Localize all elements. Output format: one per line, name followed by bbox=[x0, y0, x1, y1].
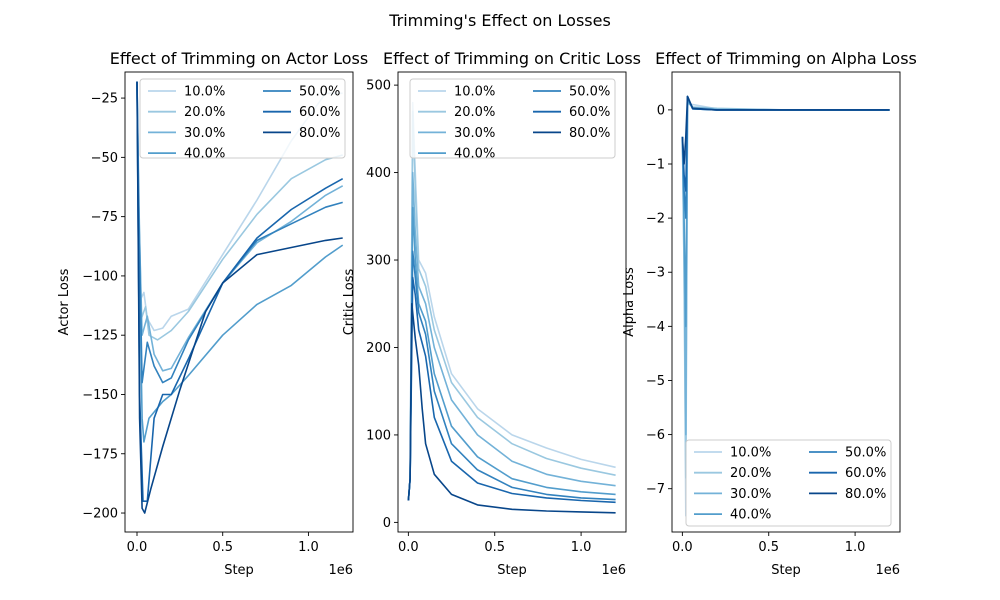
series-line-60-0pct bbox=[136, 81, 344, 502]
y-tick-label: 300 bbox=[366, 254, 391, 269]
legend-label: 20.0% bbox=[184, 105, 225, 120]
x-tick-label: 1.0 bbox=[845, 540, 866, 555]
chart-panel-3: Effect of Trimming on Alpha Loss 0.0 0.5 1.… bbox=[622, 49, 917, 578]
chart-panel-2: Effect of Trimming on Critic Loss 0.0 0.5 1… bbox=[342, 49, 641, 578]
y-axis-label: Alpha Loss bbox=[622, 267, 637, 337]
legend: 10.0% 20.0% 30.0% 40.0% 50.0% 60.0% 80.0% bbox=[139, 78, 346, 162]
y-tick-label: −5 bbox=[646, 374, 665, 389]
y-tick-label: −50 bbox=[91, 151, 118, 166]
y-tick-label: −1 bbox=[646, 158, 665, 173]
x-tick-label: 0.5 bbox=[212, 540, 233, 555]
y-axis-label: Actor Loss bbox=[57, 268, 72, 335]
legend-label: 50.0% bbox=[569, 85, 610, 100]
legend-label: 30.0% bbox=[184, 126, 225, 141]
legend: 10.0% 20.0% 30.0% 40.0% 50.0% 60.0% 80.0% bbox=[409, 78, 616, 162]
y-tick-label: 500 bbox=[366, 79, 391, 94]
series-group bbox=[681, 95, 890, 517]
y-tick-label: −100 bbox=[82, 269, 118, 284]
series-line-50-0pct bbox=[136, 81, 343, 384]
legend-box bbox=[685, 439, 892, 527]
series-line-80-0pct bbox=[681, 95, 890, 165]
y-tick-label: 200 bbox=[366, 341, 391, 356]
legend-label: 10.0% bbox=[184, 85, 225, 100]
y-tick-label: −150 bbox=[82, 388, 118, 403]
chart-panel-1: Effect of Trimming on Actor Loss 0.0 0.5 1.… bbox=[57, 49, 368, 578]
y-tick-label: −2 bbox=[646, 212, 665, 227]
x-tick-label: 1.0 bbox=[571, 540, 592, 555]
legend-label: 40.0% bbox=[730, 508, 771, 523]
series-line-30-0pct bbox=[407, 171, 616, 501]
legend-box bbox=[139, 78, 346, 159]
y-tick-label: −6 bbox=[646, 428, 665, 443]
y-tick-label: 400 bbox=[366, 166, 391, 181]
legend-label: 30.0% bbox=[454, 126, 495, 141]
legend-label: 60.0% bbox=[299, 105, 340, 120]
x-tick-label: 0.0 bbox=[398, 540, 419, 555]
x-offset-label: 1e6 bbox=[328, 563, 353, 578]
legend-label: 60.0% bbox=[569, 105, 610, 120]
plot-frame bbox=[671, 71, 901, 533]
y-axis-label: Critic Loss bbox=[342, 269, 357, 336]
legend-label: 20.0% bbox=[454, 105, 495, 120]
chart-title: Effect of Trimming on Alpha Loss bbox=[655, 49, 917, 68]
plot-frame bbox=[124, 71, 354, 533]
legend: 10.0% 20.0% 30.0% 40.0% 50.0% 60.0% 80.0% bbox=[685, 439, 892, 527]
x-axis-label: Step bbox=[771, 563, 801, 578]
legend-label: 80.0% bbox=[569, 126, 610, 141]
y-tick-label: −7 bbox=[646, 482, 665, 497]
y-tick-label: −25 bbox=[91, 92, 118, 107]
legend-label: 40.0% bbox=[184, 147, 225, 162]
series-line-30-0pct bbox=[136, 81, 344, 372]
series-line-80-0pct bbox=[136, 81, 343, 514]
y-tick-label: −175 bbox=[82, 447, 118, 462]
y-tick-label: −125 bbox=[82, 329, 118, 344]
y-tick-label: −3 bbox=[646, 266, 665, 281]
x-axis-label: Step bbox=[224, 563, 254, 578]
legend-label: 30.0% bbox=[730, 487, 771, 502]
y-tick-label: 100 bbox=[366, 428, 391, 443]
legend-label: 60.0% bbox=[845, 466, 886, 481]
x-axis-label: Step bbox=[497, 563, 527, 578]
y-tick-label: 0 bbox=[383, 516, 391, 531]
y-tick-label: −200 bbox=[82, 507, 118, 522]
x-tick-label: 0.0 bbox=[672, 540, 693, 555]
x-offset-label: 1e6 bbox=[875, 563, 900, 578]
series-group bbox=[407, 101, 616, 514]
legend-label: 80.0% bbox=[299, 126, 340, 141]
x-tick-label: 0.5 bbox=[758, 540, 779, 555]
series-line-40-0pct bbox=[407, 206, 616, 501]
x-offset-label: 1e6 bbox=[601, 563, 626, 578]
y-tick-label: −75 bbox=[91, 210, 118, 225]
legend-label: 10.0% bbox=[454, 85, 495, 100]
legend-label: 50.0% bbox=[299, 85, 340, 100]
figure-title: Trimming's Effect on Losses bbox=[388, 11, 611, 30]
chart-title: Effect of Trimming on Critic Loss bbox=[383, 49, 641, 68]
series-line-60-0pct bbox=[407, 276, 616, 504]
x-tick-label: 1.0 bbox=[298, 540, 319, 555]
legend-label: 50.0% bbox=[845, 446, 886, 461]
series-line-50-0pct bbox=[407, 250, 616, 501]
x-tick-label: 0.5 bbox=[484, 540, 505, 555]
y-tick-label: −4 bbox=[646, 320, 665, 335]
legend-label: 10.0% bbox=[730, 446, 771, 461]
y-tick-label: 0 bbox=[657, 103, 665, 118]
legend-label: 40.0% bbox=[454, 147, 495, 162]
chart-title: Effect of Trimming on Actor Loss bbox=[110, 49, 368, 68]
legend-box bbox=[409, 78, 616, 159]
panels: Effect of Trimming on Actor Loss 0.0 0.5 1.… bbox=[57, 49, 917, 578]
legend-label: 20.0% bbox=[730, 466, 771, 481]
legend-label: 80.0% bbox=[845, 487, 886, 502]
series-line-80-0pct bbox=[407, 302, 616, 514]
x-tick-label: 0.0 bbox=[127, 540, 148, 555]
plot-frame bbox=[397, 71, 627, 533]
